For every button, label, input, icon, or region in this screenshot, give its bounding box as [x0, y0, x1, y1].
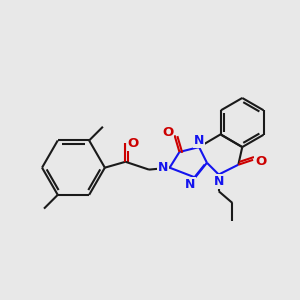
Text: O: O: [128, 136, 139, 150]
Text: O: O: [162, 126, 173, 139]
Text: N: N: [158, 161, 168, 174]
Text: N: N: [214, 175, 224, 188]
Text: N: N: [185, 178, 195, 191]
Text: O: O: [255, 155, 266, 168]
Text: N: N: [194, 134, 204, 147]
